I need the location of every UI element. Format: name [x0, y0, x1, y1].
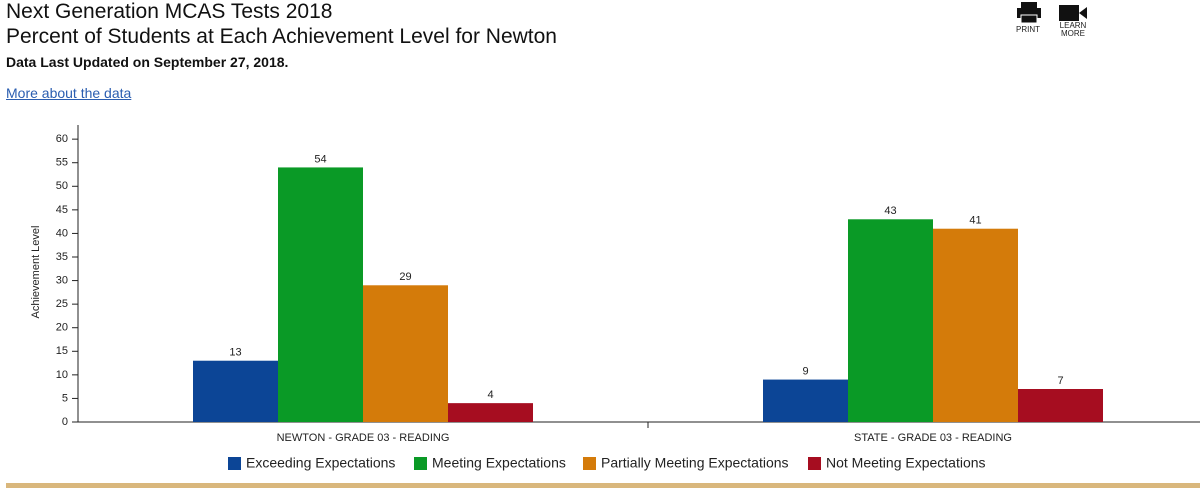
bar [763, 379, 848, 422]
y-tick-label: 50 [56, 180, 68, 192]
y-tick-label: 20 [56, 322, 68, 334]
legend-swatch [808, 457, 821, 470]
print-label[interactable]: PRINT [1016, 25, 1040, 34]
y-tick-label: 25 [56, 298, 68, 310]
y-tick-label: 10 [56, 369, 68, 381]
bar [448, 403, 533, 422]
y-tick-label: 45 [56, 204, 68, 216]
data-label: 9 [802, 365, 808, 377]
bar [1018, 389, 1103, 422]
bar [193, 360, 278, 422]
bar [278, 167, 363, 422]
y-tick-label: 55 [56, 157, 68, 169]
y-tick-label: 40 [56, 227, 68, 239]
data-label: 43 [884, 205, 896, 217]
bar [363, 285, 448, 422]
learn-more-label[interactable]: LEARN MORE [1059, 21, 1087, 38]
x-tick-label: STATE - GRADE 03 - READING [854, 432, 1012, 444]
page-subtitle: Percent of Students at Each Achievement … [6, 25, 557, 48]
data-label: 13 [229, 347, 241, 359]
y-tick-label: 60 [56, 133, 68, 145]
data-label: 41 [969, 215, 981, 227]
y-tick-label: 15 [56, 345, 68, 357]
data-label: 7 [1057, 375, 1063, 387]
page-title: Next Generation MCAS Tests 2018 [6, 0, 333, 23]
bar [933, 228, 1018, 422]
legend-entry: Exceeding Expectations [246, 455, 395, 471]
table-header-strip [6, 483, 1200, 488]
data-label: 4 [487, 389, 493, 401]
legend-entry: Not Meeting Expectations [826, 455, 986, 471]
video-icon[interactable] [1056, 2, 1090, 24]
y-axis-label: Achievement Level [30, 226, 42, 319]
y-tick-label: 30 [56, 274, 68, 286]
data-label: 54 [314, 153, 326, 165]
legend-entry: Meeting Expectations [432, 455, 566, 471]
update-note: Data Last Updated on September 27, 2018. [6, 54, 289, 70]
y-tick-label: 5 [62, 392, 68, 404]
print-icon[interactable] [1012, 2, 1046, 24]
data-label: 29 [399, 271, 411, 283]
legend-swatch [228, 457, 241, 470]
y-tick-label: 35 [56, 251, 68, 263]
legend-swatch [583, 457, 596, 470]
data-link[interactable]: More about the data [6, 85, 132, 101]
legend-swatch [414, 457, 427, 470]
x-tick-label: NEWTON - GRADE 03 - READING [277, 432, 450, 444]
legend-entry: Partially Meeting Expectations [601, 455, 789, 471]
y-tick-label: 0 [62, 416, 68, 428]
bar [848, 219, 933, 422]
